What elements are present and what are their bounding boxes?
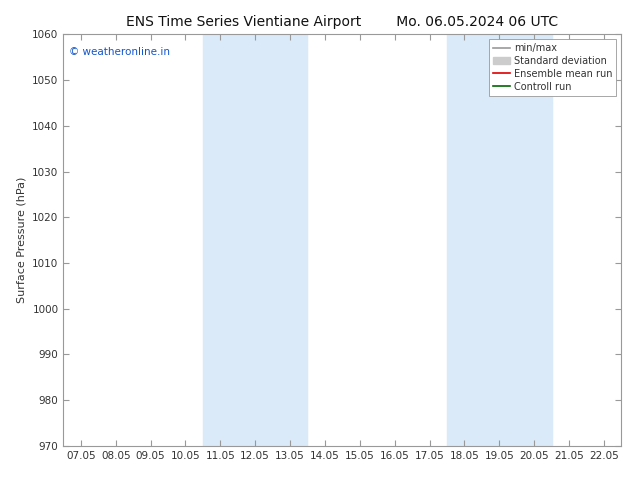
Bar [447,34,552,446]
Bar [203,34,307,446]
Title: ENS Time Series Vientiane Airport        Mo. 06.05.2024 06 UTC: ENS Time Series Vientiane Airport Mo. 06… [126,15,559,29]
Legend: min/max, Standard deviation, Ensemble mean run, Controll run: min/max, Standard deviation, Ensemble me… [489,39,616,96]
Text: © weatheronline.in: © weatheronline.in [69,47,170,57]
Y-axis label: Surface Pressure (hPa): Surface Pressure (hPa) [16,177,27,303]
